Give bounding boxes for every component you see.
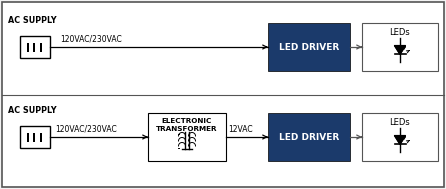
Bar	[40, 132, 41, 142]
Text: LED DRIVER: LED DRIVER	[279, 43, 339, 51]
Polygon shape	[395, 136, 405, 144]
Polygon shape	[395, 46, 405, 54]
Bar	[20, 126, 50, 148]
Bar	[362, 113, 438, 161]
Text: AC SUPPLY: AC SUPPLY	[8, 106, 57, 115]
Text: 120VAC/230VAC: 120VAC/230VAC	[60, 35, 122, 44]
Text: TRANSFORMER: TRANSFORMER	[156, 126, 218, 132]
Bar	[33, 132, 35, 142]
Bar	[27, 132, 29, 142]
Text: LED DRIVER: LED DRIVER	[279, 132, 339, 142]
Text: ELECTRONIC: ELECTRONIC	[162, 118, 212, 124]
Text: AC SUPPLY: AC SUPPLY	[8, 16, 57, 25]
Bar	[40, 43, 41, 51]
Bar	[268, 23, 350, 71]
Bar	[27, 43, 29, 51]
Text: 12VAC: 12VAC	[228, 125, 252, 134]
Bar	[148, 113, 226, 161]
Text: LEDs: LEDs	[390, 118, 410, 127]
Bar	[20, 36, 50, 58]
Text: 120VAC/230VAC: 120VAC/230VAC	[55, 125, 117, 134]
Text: LEDs: LEDs	[390, 28, 410, 37]
Bar	[33, 43, 35, 51]
Bar	[268, 113, 350, 161]
Bar	[362, 23, 438, 71]
